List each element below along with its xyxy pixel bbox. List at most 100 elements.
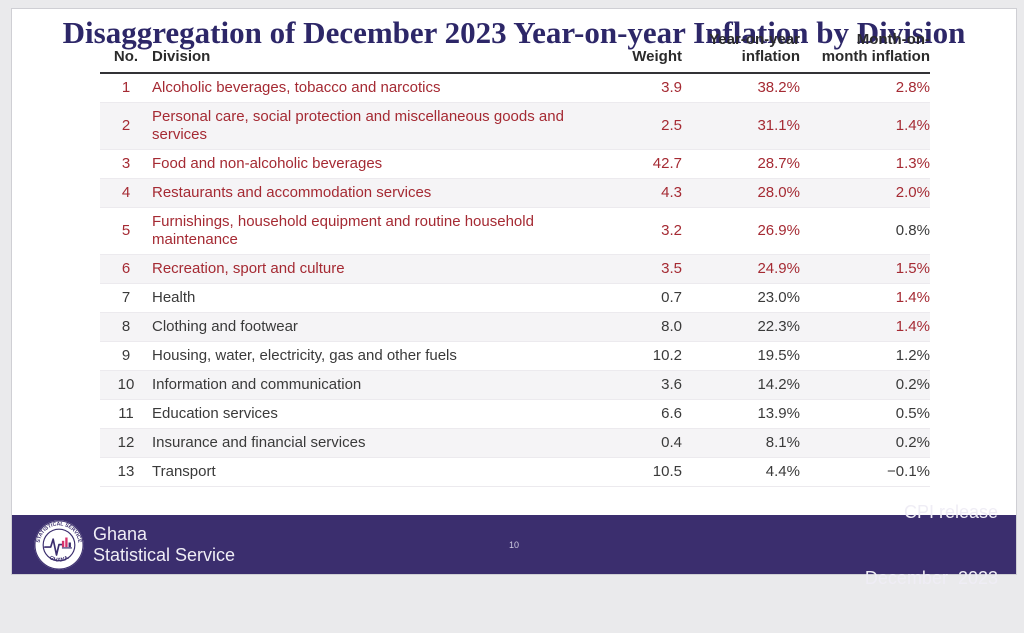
row-yoy: 8.1% bbox=[765, 434, 800, 451]
row-no: 1 bbox=[121, 79, 131, 96]
table-row: 3 Food and non-alcoholic beverages 42.7 … bbox=[100, 150, 930, 179]
header-yoy-line1: Year-on-year bbox=[709, 31, 800, 48]
table-row: 11 Education services 6.6 13.9% 0.5% bbox=[100, 400, 930, 429]
row-division: Insurance and financial services bbox=[152, 434, 366, 451]
page-number: 10 bbox=[508, 539, 520, 550]
row-weight: 6.6 bbox=[661, 405, 682, 422]
row-division: Restaurants and accommodation services bbox=[152, 184, 432, 201]
header-yoy-inflation: Year-on-year inflation bbox=[682, 31, 800, 74]
row-weight: 3.9 bbox=[661, 79, 682, 96]
row-yoy: 26.9% bbox=[757, 222, 800, 239]
row-yoy: 24.9% bbox=[757, 260, 800, 277]
inflation-table-container: No. Division Weight Year-on-year inflati… bbox=[100, 31, 930, 487]
row-mom: 0.2% bbox=[895, 376, 930, 393]
header-weight: Weight bbox=[592, 31, 682, 74]
row-mom: 0.5% bbox=[895, 405, 930, 422]
table-row: 13 Transport 10.5 4.4% −0.1% bbox=[100, 458, 930, 487]
row-yoy: 14.2% bbox=[757, 376, 800, 393]
release-line1: CPI release bbox=[903, 501, 998, 522]
row-yoy: 38.2% bbox=[757, 79, 800, 96]
row-mom: 1.3% bbox=[895, 155, 930, 172]
row-yoy: 4.4% bbox=[765, 463, 800, 480]
inflation-table: No. Division Weight Year-on-year inflati… bbox=[100, 31, 930, 487]
org-name: Ghana Statistical Service bbox=[93, 524, 235, 566]
table-row: 4 Restaurants and accommodation services… bbox=[100, 178, 930, 208]
ghana-statistical-service-logo: STATISTICAL SERVICE GHANA bbox=[34, 519, 84, 570]
row-weight: 0.7 bbox=[661, 289, 682, 306]
table-row: 8 Clothing and footwear 8.0 22.3% 1.4% bbox=[100, 312, 930, 342]
row-no: 2 bbox=[121, 117, 131, 134]
row-mom: 1.2% bbox=[895, 347, 930, 364]
org-name-line2: Statistical Service bbox=[93, 544, 236, 565]
row-no: 13 bbox=[117, 463, 135, 480]
release-info: CPI release December 2023 bbox=[865, 457, 998, 633]
row-division: Housing, water, electricity, gas and oth… bbox=[152, 347, 457, 364]
row-division: Clothing and footwear bbox=[152, 318, 298, 335]
header-no: No. bbox=[100, 31, 152, 74]
slide: Disaggregation of December 2023 Year-on-… bbox=[11, 8, 1017, 588]
table-row: 6 Recreation, sport and culture 3.5 24.9… bbox=[100, 254, 930, 284]
table-row: 1 Alcoholic beverages, tobacco and narco… bbox=[100, 73, 930, 103]
row-weight: 10.5 bbox=[652, 463, 682, 480]
row-division: Recreation, sport and culture bbox=[152, 260, 345, 277]
footer-bar: STATISTICAL SERVICE GHANA Ghana Statisti… bbox=[12, 502, 1016, 588]
header-mom-line2: month inflation bbox=[821, 48, 930, 65]
table-body: 1 Alcoholic beverages, tobacco and narco… bbox=[100, 73, 930, 487]
row-no: 9 bbox=[121, 347, 131, 364]
table-row: 7 Health 0.7 23.0% 1.4% bbox=[100, 284, 930, 313]
row-no: 6 bbox=[121, 260, 131, 277]
row-no: 10 bbox=[117, 376, 135, 393]
logo-text-bottom: GHANA bbox=[48, 555, 70, 564]
logo-pulse-chart-icon bbox=[44, 537, 72, 556]
row-no: 8 bbox=[121, 318, 131, 335]
row-division: Information and communication bbox=[152, 376, 362, 393]
table-header-row: No. Division Weight Year-on-year inflati… bbox=[100, 31, 930, 74]
release-line2: December 2023 bbox=[864, 567, 998, 588]
row-yoy: 28.7% bbox=[757, 155, 800, 172]
row-no: 11 bbox=[118, 405, 134, 422]
svg-text:GHANA: GHANA bbox=[48, 555, 70, 564]
row-division: Furnishings, household equipment and rou… bbox=[152, 213, 534, 248]
row-yoy: 19.5% bbox=[757, 347, 800, 364]
row-no: 3 bbox=[121, 155, 131, 172]
row-no: 12 bbox=[117, 434, 135, 451]
row-mom: 0.8% bbox=[895, 222, 930, 239]
row-division: Alcoholic beverages, tobacco and narcoti… bbox=[152, 79, 441, 96]
row-mom: −0.1% bbox=[887, 463, 930, 480]
header-mom-inflation: Month-on- month inflation bbox=[800, 31, 930, 74]
row-no: 7 bbox=[121, 289, 131, 306]
row-yoy: 23.0% bbox=[757, 289, 800, 306]
row-mom: 1.5% bbox=[895, 260, 930, 277]
table-row: 12 Insurance and financial services 0.4 … bbox=[100, 428, 930, 458]
header-division: Division bbox=[152, 31, 592, 74]
row-weight: 2.5 bbox=[661, 117, 682, 134]
row-mom: 2.0% bbox=[895, 184, 930, 201]
row-yoy: 31.1% bbox=[757, 117, 800, 134]
table-row: 5 Furnishings, household equipment and r… bbox=[100, 208, 930, 255]
header-yoy-line2: inflation bbox=[741, 48, 800, 65]
table-row: 9 Housing, water, electricity, gas and o… bbox=[100, 342, 930, 371]
row-mom: 1.4% bbox=[895, 318, 930, 335]
row-yoy: 13.9% bbox=[757, 405, 800, 422]
row-weight: 3.5 bbox=[661, 260, 682, 277]
row-no: 4 bbox=[121, 184, 131, 201]
row-mom: 2.8% bbox=[895, 79, 930, 96]
table-row: 10 Information and communication 3.6 14.… bbox=[100, 370, 930, 400]
row-division: Transport bbox=[152, 463, 216, 480]
table-row: 2 Personal care, social protection and m… bbox=[100, 102, 930, 150]
row-division: Health bbox=[152, 289, 196, 306]
header-mom-line1: Month-on- bbox=[856, 31, 930, 48]
row-mom: 1.4% bbox=[895, 117, 930, 134]
row-yoy: 22.3% bbox=[757, 318, 800, 335]
row-weight: 8.0 bbox=[661, 318, 682, 335]
row-weight: 42.7 bbox=[652, 155, 682, 172]
row-weight: 3.6 bbox=[661, 376, 682, 393]
row-no: 5 bbox=[121, 222, 131, 239]
row-weight: 0.4 bbox=[661, 434, 682, 451]
row-weight: 4.3 bbox=[661, 184, 682, 201]
org-name-line1: Ghana bbox=[93, 523, 148, 544]
row-mom: 0.2% bbox=[895, 434, 930, 451]
row-division: Food and non-alcoholic beverages bbox=[152, 155, 383, 172]
row-weight: 10.2 bbox=[652, 347, 682, 364]
row-division: Education services bbox=[152, 405, 278, 422]
